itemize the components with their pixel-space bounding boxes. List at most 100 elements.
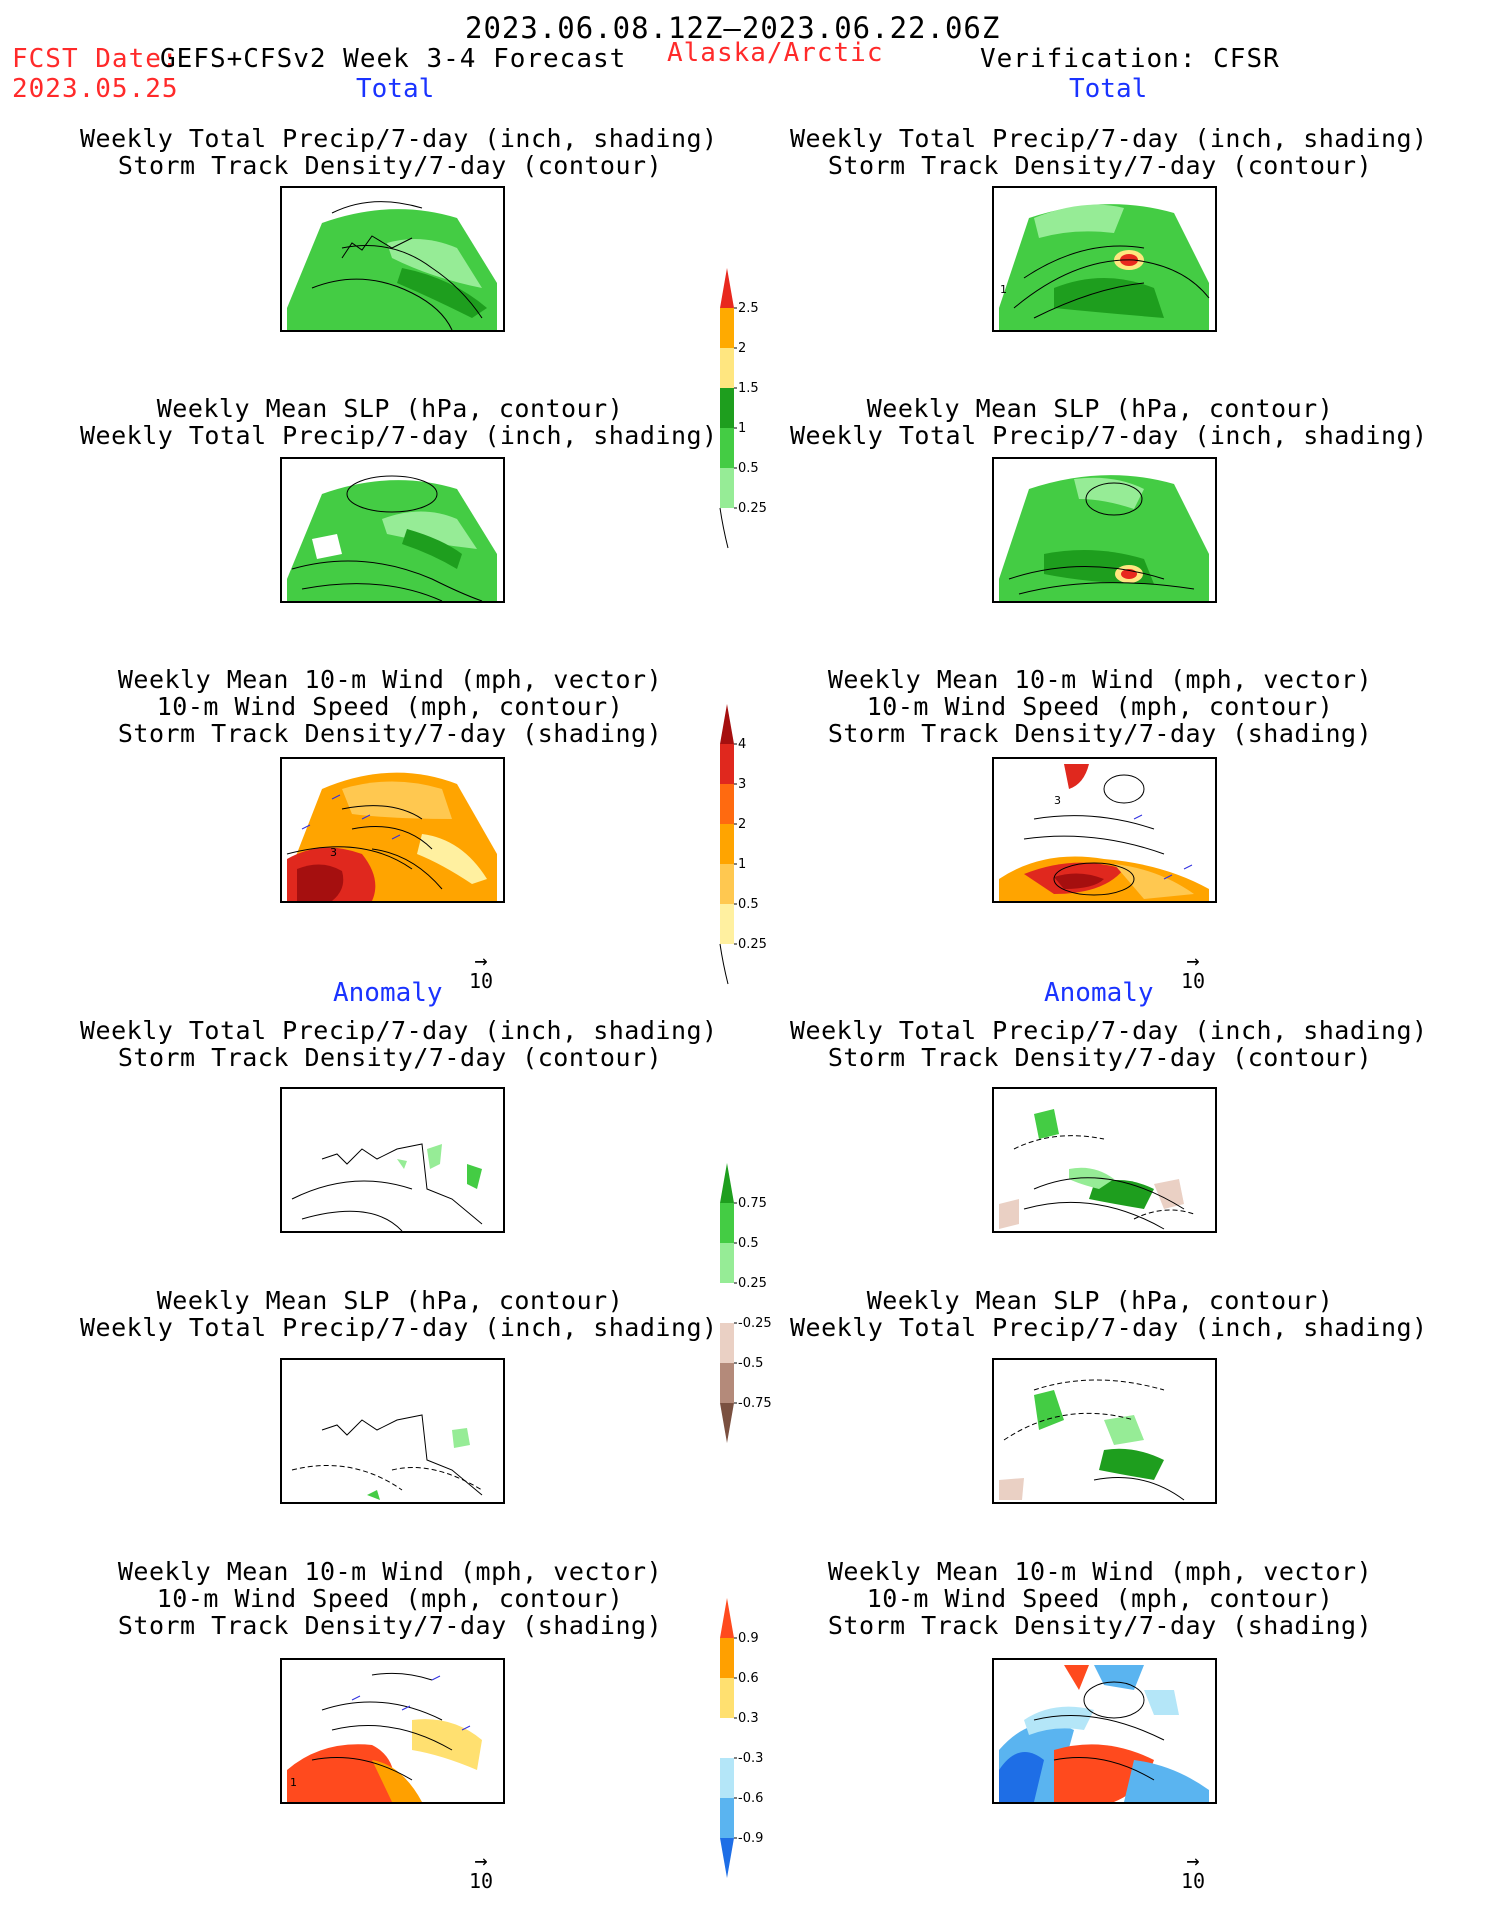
colorbar-tick-label: 0.6 [738, 1671, 759, 1686]
panel-title: Weekly Mean 10-m Wind (mph, vector) 10-m… [117, 665, 663, 748]
colorbar-tick-label: -0.3 [738, 1751, 763, 1766]
colorbar-tick-label: -0.25 [738, 1316, 772, 1331]
colorbar-swatch [720, 1838, 734, 1878]
contour-label: 1 [290, 1776, 297, 1789]
panel-title: Weekly Mean 10-m Wind (mph, vector) 10-m… [827, 1557, 1373, 1640]
colorbar-swatch [720, 1758, 734, 1798]
map-anom-precip-storm-forecast [280, 1087, 505, 1233]
colorbar-tick-label: 3 [738, 777, 746, 792]
colorbar-swatch [720, 1638, 734, 1678]
colorbar-swatch [720, 1403, 734, 1443]
panel-title: Weekly Mean 10-m Wind (mph, vector) 10-m… [827, 665, 1373, 748]
colorbar-swatch [720, 744, 734, 784]
map-anom-slp-precip-forecast [280, 1358, 505, 1504]
fcst-date-label: FCST Date: [12, 44, 179, 74]
contour-label: 3 [330, 846, 337, 859]
anomaly-label-right: Anomaly [1044, 978, 1154, 1008]
colorbar-tail [719, 507, 729, 549]
colorbar-tick-label: 0.9 [738, 1631, 759, 1646]
contour-label: 1 [1000, 283, 1007, 296]
colorbar-tick-label: 4 [738, 737, 746, 752]
colorbar-swatch [720, 1363, 734, 1403]
map-anom-precip-storm-verification [992, 1087, 1217, 1233]
map-total-slp-precip-verification [992, 457, 1217, 603]
colorbar-tick-label: -0.75 [738, 1396, 772, 1411]
colorbar-swatch [720, 1203, 734, 1243]
colorbar-swatch [720, 348, 734, 388]
colorbar-precip-anomaly: 0.75 0.5 0.25 -0.25 -0.5 -0.75 [720, 1163, 780, 1453]
colorbar-swatch [720, 1163, 734, 1203]
panel-title: Weekly Total Precip/7-day (inch, shading… [790, 124, 1428, 180]
colorbar-tick-label: -0.5 [738, 1356, 763, 1371]
contour-label: 3 [1054, 794, 1061, 807]
panel-title: Weekly Mean SLP (hPa, contour) Weekly To… [790, 394, 1428, 450]
arrow-right-icon: → [474, 949, 488, 974]
colorbar-tick-label: -0.6 [738, 1791, 763, 1806]
panel-title: Weekly Mean 10-m Wind (mph, vector) 10-m… [117, 1557, 663, 1640]
colorbar-tick-label: 0.3 [738, 1711, 759, 1726]
reference-vector: → 10 [456, 1849, 506, 1894]
colorbar-swatch [720, 1323, 734, 1363]
map-total-wind-storm-forecast: 3 [280, 757, 505, 903]
colorbar-swatch [720, 1678, 734, 1718]
colorbar-tick-label: -0.9 [738, 1831, 763, 1846]
colorbar-tail [719, 943, 729, 985]
colorbar-swatch [720, 388, 734, 428]
colorbar-tick-label: 0.5 [738, 897, 759, 912]
colorbar-swatch [720, 1598, 734, 1638]
colorbar-storm-anomaly: 0.9 0.6 0.3 -0.3 -0.6 -0.9 [720, 1598, 780, 1888]
panel-title: Weekly Total Precip/7-day (inch, shading… [80, 124, 718, 180]
fcst-model: GEFS+CFSv2 Week 3-4 Forecast [160, 44, 627, 74]
panel-title: Weekly Total Precip/7-day (inch, shading… [80, 1016, 718, 1072]
colorbar-swatch [720, 824, 734, 864]
reference-vector: → 10 [1168, 949, 1218, 994]
arrow-right-icon: → [1186, 1849, 1200, 1874]
colorbar-tick-label: 1.5 [738, 381, 759, 396]
colorbar-tick-label: 0.5 [738, 461, 759, 476]
map-anom-slp-precip-verification [992, 1358, 1217, 1504]
anomaly-label-left: Anomaly [333, 978, 443, 1008]
colorbar-tick-label: 0.25 [738, 1276, 767, 1291]
map-anom-wind-storm-verification [992, 1658, 1217, 1804]
map-anom-wind-storm-forecast: 1 [280, 1658, 505, 1804]
colorbar-tick-label: 2 [738, 341, 746, 356]
colorbar-precip-total: 2.5 2 1.5 1 0.5 0.25 [719, 268, 780, 558]
colorbar-tick-label: 0.25 [738, 501, 767, 516]
map-total-wind-storm-verification: 3 [992, 757, 1217, 903]
colorbar-swatch [720, 864, 734, 904]
fcst-date: 2023.05.25 [12, 74, 179, 104]
date-range: 2023.06.08.12Z–2023.06.22.06Z [465, 11, 1001, 45]
colorbar-tick-label: 0.5 [738, 1236, 759, 1251]
colorbar-swatch [720, 468, 734, 508]
colorbar-swatch [720, 428, 734, 468]
arrow-right-icon: → [474, 1849, 488, 1874]
colorbar-swatch [720, 268, 734, 308]
colorbar-swatch [720, 1798, 734, 1838]
colorbar-swatch [720, 784, 734, 824]
verification-label: Verification: CFSR [980, 44, 1280, 74]
colorbar-swatch [720, 1718, 734, 1758]
map-total-precip-storm-verification: 1 [992, 186, 1217, 332]
reference-vector: → 10 [1168, 1849, 1218, 1894]
colorbar-swatch [720, 704, 734, 744]
panel-title: Weekly Total Precip/7-day (inch, shading… [790, 1016, 1428, 1072]
region-label: Alaska/Arctic [667, 38, 884, 68]
colorbar-swatch [720, 1283, 734, 1323]
panel-title: Weekly Mean SLP (hPa, contour) Weekly To… [790, 1286, 1428, 1342]
colorbar-tick-label: 0.75 [738, 1196, 767, 1211]
colorbar-storm-total: 4 3 2 1 0.5 0.25 [719, 704, 780, 994]
total-label-left: Total [356, 74, 435, 104]
map-total-precip-storm-forecast [280, 186, 505, 332]
colorbar-swatch [720, 1243, 734, 1283]
colorbar-tick-label: 1 [738, 421, 746, 436]
reference-vector: → 10 [456, 949, 506, 994]
colorbar-tick-label: 1 [738, 857, 746, 872]
colorbar-tick-label: 2.5 [738, 301, 759, 316]
colorbar-swatch [720, 904, 734, 944]
colorbar-tick-label: 2 [738, 817, 746, 832]
panel-title: Weekly Mean SLP (hPa, contour) Weekly To… [80, 1286, 718, 1342]
colorbar-swatch [720, 308, 734, 348]
map-total-slp-precip-forecast [280, 457, 505, 603]
total-label-right: Total [1069, 74, 1148, 104]
arrow-right-icon: → [1186, 949, 1200, 974]
